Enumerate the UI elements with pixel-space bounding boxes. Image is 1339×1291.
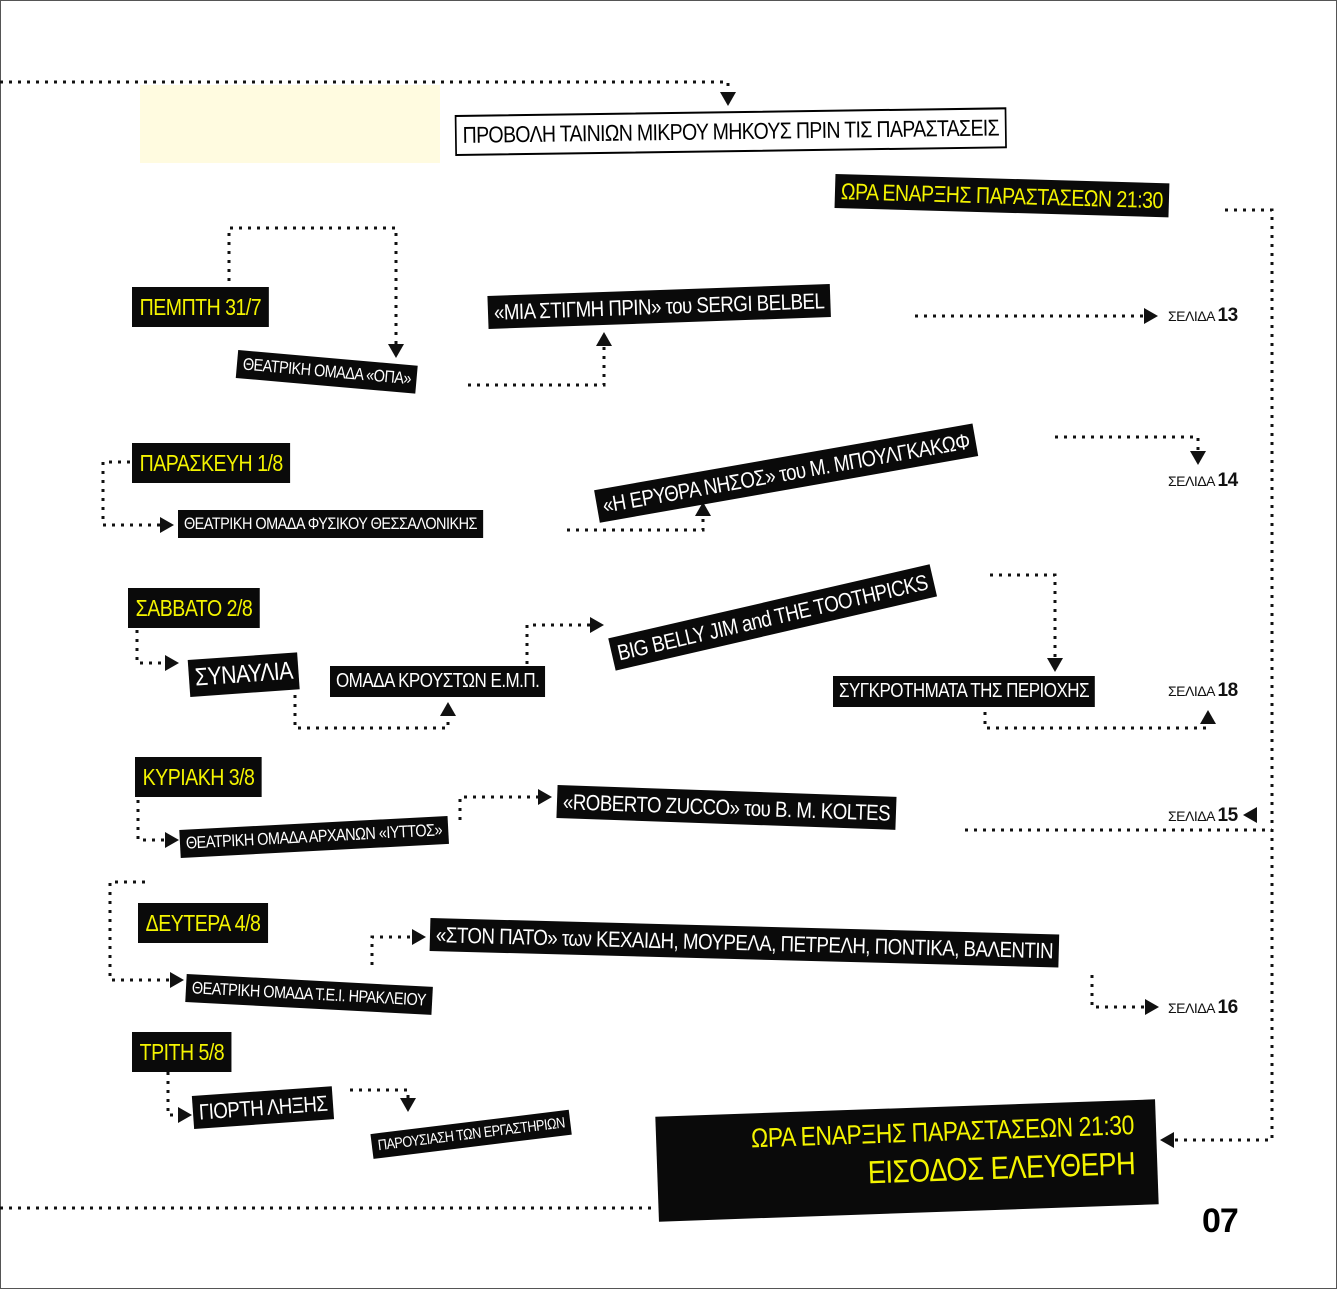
day-saturday: ΣΑΒΒΑΤΟ 2/8	[128, 588, 260, 629]
connector	[567, 510, 705, 532]
day-thursday: ΠΕΜΠΤΗ 31/7	[132, 287, 269, 328]
day-monday: ΔΕΥΤΕΡΑ 4/8	[138, 903, 268, 944]
act-label: ΣΥΓΚΡΟΤΗΜΑΤΑ ΤΗΣ ΠΕΡΙΟΧΗΣ	[833, 676, 1096, 707]
day-sunday: ΚΥΡΙΑΚΗ 3/8	[135, 757, 263, 798]
page-ref-label: ΣΕΛΙΔΑ	[1168, 1000, 1215, 1016]
arrow-right-icon	[160, 517, 174, 533]
footer-box: ΩΡΑ ΕΝΑΡΞΗΣ ΠΑΡΑΣΤΑΣΕΩΝ 21:30 ΕΙΣΟΔΟΣ ΕΛ…	[655, 1099, 1159, 1222]
page-ref: ΣΕΛΙΔΑ 14	[1168, 470, 1238, 492]
screening-note: ΠΡΟΒΟΛΗ ΤΑΙΝΙΩΝ ΜΙΚΡΟΥ ΜΗΚΟΥΣ ΠΡΙΝ ΤΙΣ Π…	[454, 107, 1007, 156]
arrow-right-icon	[1144, 308, 1158, 324]
act-label: ΟΜΑΔΑ ΚΡΟΥΣΤΩΝ Ε.Μ.Π.	[330, 666, 546, 697]
connector	[293, 695, 450, 730]
arrow-up-icon	[1200, 710, 1216, 724]
connector	[370, 935, 412, 965]
connector	[458, 795, 538, 820]
arrow-right-icon	[412, 929, 426, 945]
page-ref: ΣΕΛΙΔΑ 15	[1168, 805, 1238, 827]
arrow-up-icon	[596, 332, 612, 346]
faded-background-title	[140, 85, 440, 163]
page-ref-number: 15	[1217, 805, 1239, 826]
day-friday: ΠΑΡΑΣΚΕΥΗ 1/8	[132, 443, 291, 484]
page-number: 07	[1202, 1202, 1239, 1240]
arrow-right-icon	[170, 972, 184, 988]
connector	[468, 340, 606, 387]
arrow-right-icon	[538, 789, 552, 805]
connector	[135, 630, 165, 665]
connector	[136, 800, 165, 842]
arrow-down-icon	[720, 92, 736, 106]
page-ref: ΣΕΛΙΔΑ 18	[1168, 680, 1238, 702]
event-concert: ΣΥΝΑΥΛΙΑ	[187, 652, 300, 697]
page-ref-number: 16	[1217, 997, 1239, 1018]
connector	[983, 712, 1210, 730]
connector	[1055, 435, 1200, 455]
page-ref-number: 14	[1217, 470, 1239, 491]
arrow-down-icon	[388, 344, 404, 358]
arrow-right-icon	[178, 1107, 192, 1123]
arrow-right-icon	[590, 617, 604, 633]
arrow-right-icon	[1145, 999, 1159, 1015]
arrow-up-icon	[440, 702, 456, 716]
page-ref-label: ΣΕΛΙΔΑ	[1168, 473, 1215, 489]
arrow-up-icon	[695, 502, 711, 516]
connector	[227, 226, 398, 348]
page-ref: ΣΕΛΙΔΑ 13	[1168, 305, 1238, 327]
page-ref-label: ΣΕΛΙΔΑ	[1168, 808, 1215, 824]
group-label: ΘΕΑΤΡΙΚΗ ΟΜΑΔΑ ΦΥΣΙΚΟΥ ΘΕΣΣΑΛΟΝΙΚΗΣ	[178, 510, 483, 538]
page-ref-label: ΣΕΛΙΔΑ	[1168, 683, 1215, 699]
page-ref-number: 13	[1217, 305, 1239, 326]
connector	[0, 80, 730, 98]
arrow-left-icon	[1243, 807, 1257, 823]
connector	[1090, 975, 1145, 1009]
arrow-right-icon	[165, 832, 179, 848]
page-ref-label: ΣΕΛΙΔΑ	[1168, 308, 1215, 324]
connector	[525, 623, 590, 664]
arrow-down-icon	[1047, 658, 1063, 672]
connector	[101, 460, 160, 527]
connector	[108, 880, 170, 982]
arrow-right-icon	[165, 655, 179, 671]
arrow-down-icon	[1190, 451, 1206, 465]
connector	[350, 1088, 410, 1100]
day-tuesday: ΤΡΙΤΗ 5/8	[132, 1032, 232, 1073]
arrow-down-icon	[400, 1098, 416, 1112]
arrow-left-icon	[1160, 1132, 1174, 1148]
connector	[990, 573, 1057, 660]
page-ref: ΣΕΛΙΔΑ 16	[1168, 997, 1238, 1019]
page-ref-number: 18	[1217, 680, 1239, 701]
